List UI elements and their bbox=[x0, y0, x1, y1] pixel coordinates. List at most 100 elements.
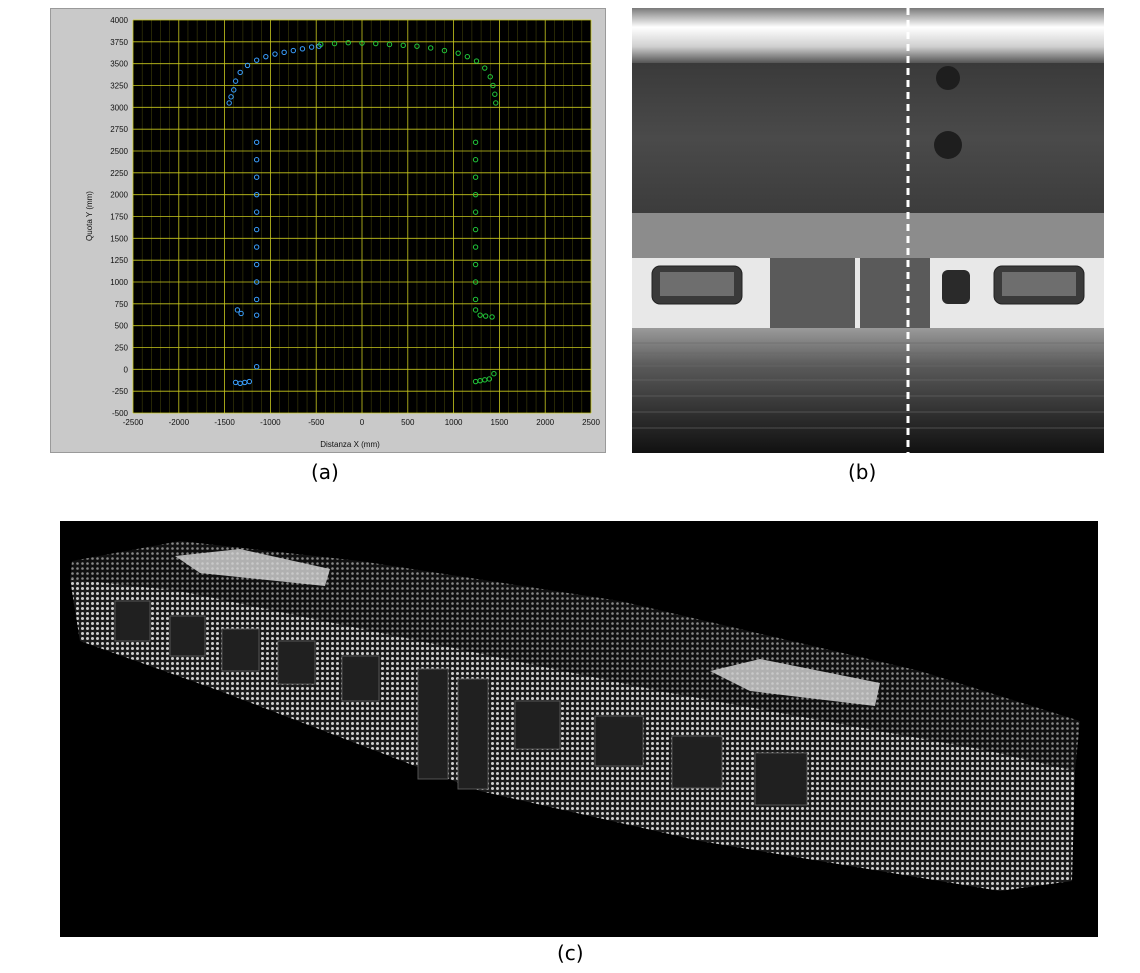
y-tick-label: -250 bbox=[112, 387, 129, 396]
x-tick-label: -2000 bbox=[169, 418, 190, 427]
caption-b: (b) bbox=[848, 460, 877, 484]
y-tick-label: 2500 bbox=[110, 147, 128, 156]
x-axis-label: Distanza X (mm) bbox=[320, 440, 380, 449]
data-point bbox=[441, 47, 448, 54]
y-tick-label: 3500 bbox=[110, 60, 128, 69]
data-point bbox=[263, 53, 269, 60]
data-point bbox=[490, 82, 496, 89]
data-point bbox=[489, 314, 495, 320]
data-point bbox=[253, 139, 260, 145]
data-point bbox=[373, 40, 379, 47]
data-point bbox=[253, 244, 260, 250]
caption-a: (a) bbox=[311, 460, 339, 484]
data-point bbox=[331, 40, 338, 47]
y-tick-label: 2000 bbox=[110, 191, 128, 200]
data-point bbox=[482, 65, 488, 71]
data-point bbox=[414, 43, 420, 49]
data-point bbox=[472, 261, 479, 268]
data-point bbox=[253, 209, 260, 215]
y-tick-label: 3250 bbox=[110, 82, 128, 91]
x-tick-label: 1000 bbox=[445, 418, 463, 427]
x-tick-label: 2500 bbox=[582, 418, 600, 427]
data-point bbox=[244, 62, 251, 69]
data-point bbox=[493, 100, 499, 106]
data-point bbox=[299, 46, 306, 52]
y-tick-label: -500 bbox=[112, 409, 129, 418]
y-tick-label: 0 bbox=[124, 365, 129, 374]
x-tick-label: -500 bbox=[308, 418, 325, 427]
data-point bbox=[472, 279, 479, 285]
data-point bbox=[226, 100, 232, 106]
data-point bbox=[472, 157, 479, 163]
data-point bbox=[232, 78, 239, 84]
line-scan-image bbox=[632, 8, 1104, 453]
data-point bbox=[472, 226, 479, 233]
line-scan-picture bbox=[632, 8, 1104, 453]
data-point bbox=[253, 261, 260, 268]
y-tick-label: 2250 bbox=[110, 169, 128, 178]
data-point bbox=[482, 313, 489, 319]
y-tick-label: 3750 bbox=[110, 38, 128, 47]
data-point bbox=[253, 174, 260, 180]
data-point bbox=[253, 364, 260, 370]
data-point bbox=[359, 40, 365, 46]
y-tick-label: 1000 bbox=[110, 278, 128, 287]
x-tick-label: 500 bbox=[401, 418, 415, 427]
data-point bbox=[318, 41, 324, 48]
y-tick-label: 3000 bbox=[110, 103, 128, 112]
scatter-chart: -2500 -2000 -1500 -1000 -500 0 500 1000 1500 2000… bbox=[85, 16, 600, 449]
data-point bbox=[492, 91, 498, 97]
data-point bbox=[281, 49, 287, 56]
data-point bbox=[253, 57, 260, 63]
y-tick-label: 4000 bbox=[110, 16, 128, 25]
y-tick-label: 2750 bbox=[110, 125, 128, 134]
chart-panel-a: -2500 -2000 -1500 -1000 -500 0 500 1000 1500 2000… bbox=[50, 8, 606, 453]
x-tick-label: -2500 bbox=[123, 418, 144, 427]
data-point bbox=[455, 50, 461, 56]
y-tick-label: 750 bbox=[115, 300, 129, 309]
data-point bbox=[345, 40, 351, 46]
y-axis-label: Quota Y (mm) bbox=[85, 191, 94, 241]
data-point bbox=[237, 69, 243, 76]
data-point bbox=[486, 376, 493, 382]
data-point bbox=[472, 191, 479, 198]
data-point bbox=[428, 45, 434, 51]
y-tick-label: 1750 bbox=[110, 213, 128, 222]
data-point bbox=[253, 191, 260, 198]
data-point bbox=[253, 279, 260, 285]
data-point bbox=[272, 51, 278, 57]
data-point bbox=[477, 312, 483, 318]
data-point bbox=[400, 42, 406, 49]
x-tick-label: -1000 bbox=[260, 418, 281, 427]
data-point bbox=[308, 44, 315, 50]
data-point bbox=[487, 74, 493, 80]
y-tick-label: 1250 bbox=[110, 256, 128, 265]
data-point bbox=[472, 244, 479, 250]
data-point bbox=[491, 371, 497, 377]
x-tick-label: -1500 bbox=[214, 418, 235, 427]
data-point bbox=[228, 94, 234, 100]
y-tick-label: 500 bbox=[115, 322, 129, 331]
data-point bbox=[253, 312, 260, 318]
data-point bbox=[386, 41, 393, 48]
data-point bbox=[253, 296, 260, 303]
data-point bbox=[472, 307, 479, 313]
x-tick-label: 2000 bbox=[536, 418, 554, 427]
x-tick-label: 1500 bbox=[491, 418, 509, 427]
data-point bbox=[464, 53, 471, 60]
data-point bbox=[473, 58, 480, 64]
data-point bbox=[290, 47, 297, 54]
x-tick-label: 0 bbox=[360, 418, 365, 427]
data-point bbox=[231, 87, 237, 93]
data-point bbox=[472, 296, 479, 303]
point-cloud-image bbox=[60, 521, 1098, 937]
caption-c: (c) bbox=[557, 941, 584, 965]
data-point bbox=[472, 174, 479, 180]
point-cloud-picture bbox=[70, 541, 1080, 891]
data-point bbox=[238, 310, 244, 317]
data-point bbox=[472, 209, 479, 215]
data-point bbox=[472, 139, 479, 145]
y-tick-label: 250 bbox=[115, 344, 129, 353]
y-tick-label: 1500 bbox=[110, 234, 128, 243]
data-point bbox=[234, 307, 241, 313]
